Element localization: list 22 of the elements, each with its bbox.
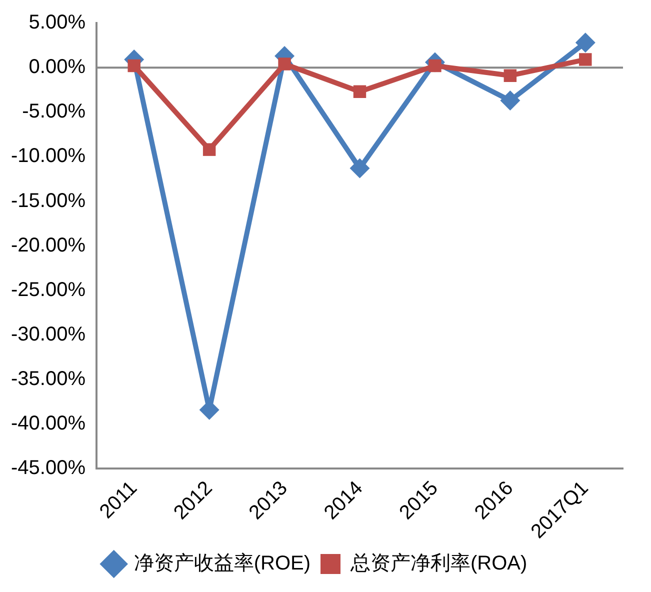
y-tick-label: -45.00% [10, 457, 86, 480]
y-tick-label: -15.00% [10, 190, 86, 212]
point [353, 85, 366, 98]
point [350, 158, 370, 178]
legend-label: 净资产收益率(ROE) [134, 552, 311, 575]
y-tick-label: 0.00% [28, 56, 86, 78]
y-tick-label: -25.00% [10, 278, 86, 301]
point [504, 69, 517, 82]
y-tick-label: -30.00% [10, 324, 86, 346]
point [202, 143, 216, 156]
y-tick-label: 5.00% [28, 12, 86, 34]
y-tick-label: -5.00% [22, 100, 86, 123]
point [500, 90, 520, 111]
point [575, 32, 596, 53]
legend-label: 总资产净利率(ROA) [350, 552, 528, 575]
point [278, 58, 291, 70]
y-tick-label: -35.00% [10, 368, 86, 390]
y-tick-label: -40.00% [10, 412, 86, 435]
y-tick-label: -10.00% [10, 145, 86, 168]
point [128, 59, 140, 72]
y-tick-label: -20.00% [10, 234, 86, 256]
point [579, 53, 592, 66]
